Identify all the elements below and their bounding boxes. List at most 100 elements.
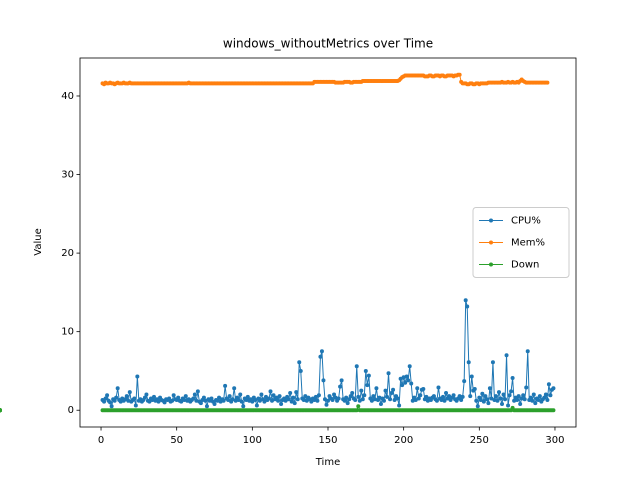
data-point — [348, 394, 353, 399]
x-tick-label: 200 — [394, 435, 413, 446]
data-point — [504, 353, 509, 358]
data-point — [506, 403, 511, 408]
data-point — [383, 388, 388, 393]
data-point — [318, 354, 323, 359]
data-point — [253, 398, 258, 403]
data-point — [191, 396, 196, 401]
data-point — [512, 398, 517, 403]
data-point — [397, 403, 402, 408]
data-point — [525, 349, 530, 354]
data-point — [468, 394, 473, 399]
data-point — [469, 374, 474, 379]
data-point — [279, 401, 284, 406]
data-point — [147, 399, 152, 404]
data-point — [484, 397, 489, 402]
data-point — [344, 395, 349, 400]
data-point — [194, 398, 199, 403]
data-point — [297, 360, 302, 365]
data-point — [102, 399, 107, 404]
data-point — [333, 395, 338, 400]
data-point — [403, 380, 408, 385]
data-point — [118, 399, 123, 404]
data-point — [105, 393, 110, 398]
data-point — [385, 394, 390, 399]
data-point — [548, 393, 553, 398]
data-point — [313, 394, 318, 399]
data-point — [424, 394, 429, 399]
data-point — [324, 402, 329, 407]
data-point — [465, 304, 470, 309]
data-point — [460, 394, 465, 399]
data-point — [459, 398, 464, 403]
data-point — [440, 394, 445, 399]
data-point — [0, 408, 2, 413]
data-point — [126, 398, 131, 403]
data-point — [156, 399, 161, 404]
data-point — [277, 394, 282, 399]
data-point — [365, 383, 370, 388]
data-point — [221, 398, 226, 403]
data-point — [518, 401, 523, 406]
data-point — [362, 393, 367, 398]
data-point — [353, 398, 358, 403]
data-point — [447, 394, 452, 399]
legend-marker — [489, 262, 493, 267]
data-point — [444, 390, 449, 395]
data-point — [415, 386, 420, 391]
x-axis-label: Time — [315, 457, 340, 468]
data-point — [254, 403, 259, 408]
data-point — [274, 395, 279, 400]
data-point — [457, 72, 462, 77]
data-point — [507, 393, 512, 398]
data-point — [162, 400, 167, 405]
data-point — [515, 398, 520, 403]
data-point — [551, 408, 556, 413]
data-point — [478, 398, 483, 403]
data-point — [114, 395, 119, 400]
data-point — [236, 398, 241, 403]
data-point — [374, 386, 379, 391]
data-point — [400, 383, 405, 388]
data-point — [398, 376, 403, 381]
x-tick-label: 250 — [470, 435, 489, 446]
data-point — [203, 398, 208, 403]
axes-frame — [79, 57, 577, 428]
data-point — [171, 393, 176, 398]
x-tick-label: 50 — [170, 435, 183, 446]
data-point — [298, 368, 303, 373]
x-tick-label: 300 — [545, 435, 564, 446]
data-point — [259, 392, 264, 397]
data-point — [442, 398, 447, 403]
data-point — [418, 393, 423, 398]
data-point — [238, 392, 243, 397]
data-point — [291, 395, 296, 400]
data-point — [439, 398, 444, 403]
data-point — [486, 401, 491, 406]
data-point — [369, 398, 374, 403]
data-point — [360, 397, 365, 402]
data-point — [372, 397, 377, 402]
data-point — [509, 389, 514, 394]
data-point — [545, 398, 550, 403]
data-point — [381, 398, 386, 403]
data-point — [345, 401, 350, 406]
legend-marker — [489, 240, 493, 245]
data-point — [179, 399, 184, 404]
data-point — [551, 386, 556, 391]
data-point — [294, 390, 299, 395]
data-point — [133, 403, 138, 408]
data-point — [410, 398, 415, 403]
data-point — [371, 394, 376, 399]
data-point — [421, 387, 426, 392]
x-tick-label: 0 — [98, 435, 104, 446]
data-point — [500, 401, 505, 406]
data-point — [524, 385, 529, 390]
data-point — [546, 382, 551, 387]
data-point — [127, 390, 132, 395]
data-point — [321, 378, 326, 383]
data-point — [304, 398, 309, 403]
data-point — [309, 399, 314, 404]
data-point — [209, 396, 214, 401]
x-tick-label: 150 — [318, 435, 337, 446]
